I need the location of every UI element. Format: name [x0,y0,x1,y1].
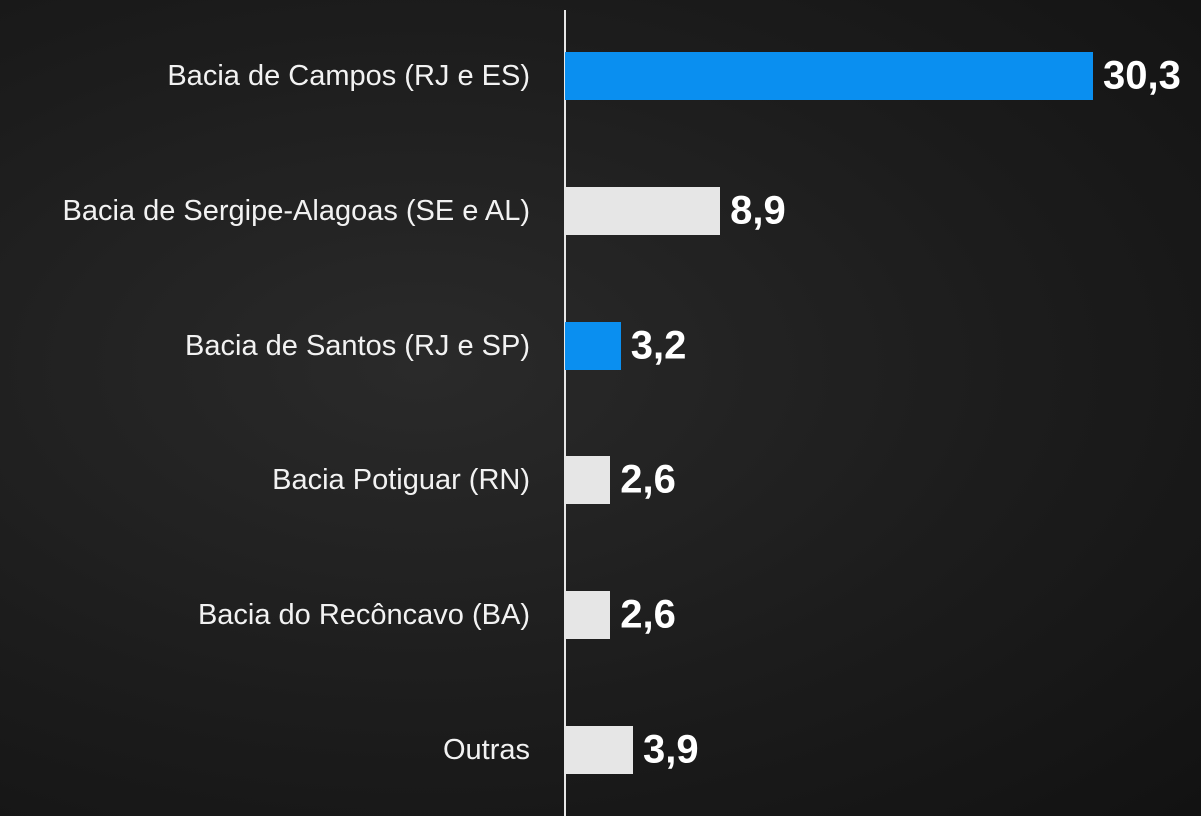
category-label: Bacia do Recôncavo (BA) [197,599,530,632]
bar [565,726,633,774]
value-label: 3,2 [630,323,687,368]
value-label: 30,3 [1103,53,1181,98]
category-label: Bacia Potiguar (RN) [272,464,530,497]
value-label: 2,6 [620,457,676,502]
bar [565,456,611,505]
category-label: Bacia de Campos (RJ e ES) [167,60,530,92]
bar [565,52,1093,100]
category-label: Outras [442,734,530,766]
bar [565,591,611,640]
bar [565,186,721,235]
value-label: 2,6 [620,592,676,637]
category-label: Bacia de Sergipe-Alagoas (SE e AL) [62,194,531,227]
axis-line [564,10,566,816]
bar [565,321,621,370]
category-label: Bacia de Santos (RJ e SP) [185,329,530,362]
value-label: 3,9 [642,727,699,772]
value-label: 8,9 [730,188,786,233]
